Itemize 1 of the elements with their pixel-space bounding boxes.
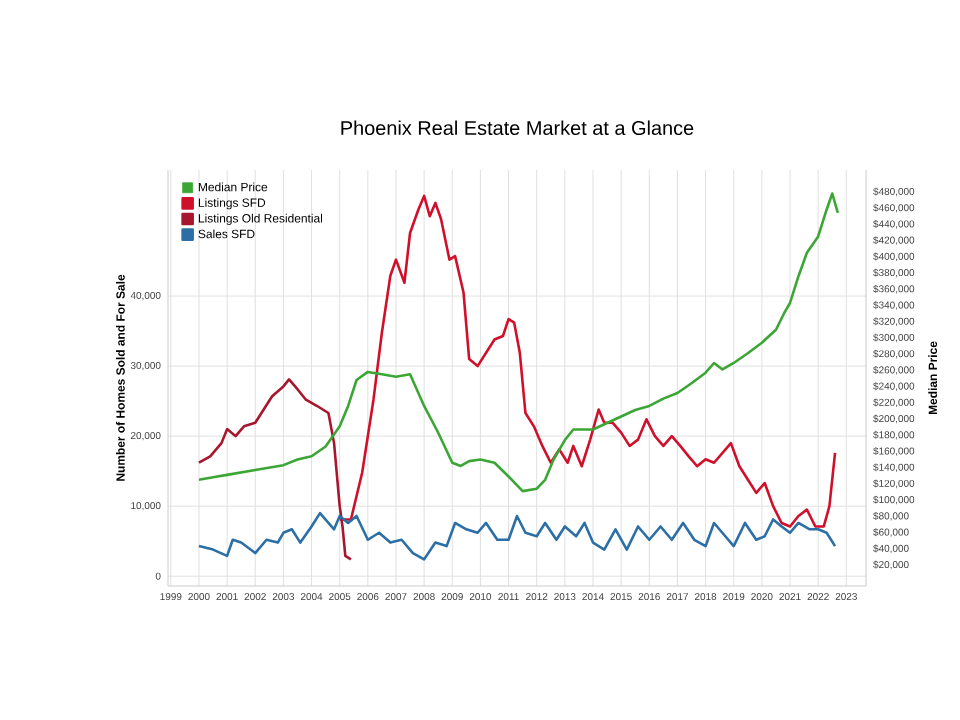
chart-title: Phoenix Real Estate Market at a Glance [341,120,694,136]
